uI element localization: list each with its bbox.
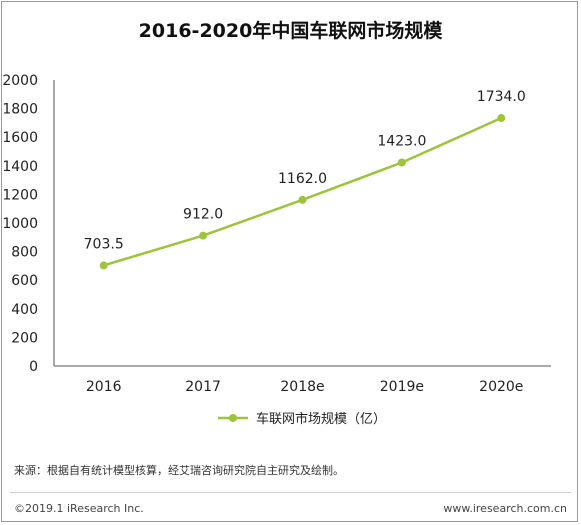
legend-marker xyxy=(229,414,237,422)
data-point xyxy=(497,114,506,123)
data-label: 1162.0 xyxy=(278,171,327,187)
x-tick-label: 2020e xyxy=(479,379,523,395)
footer-divider xyxy=(10,492,571,493)
data-label: 1423.0 xyxy=(377,134,426,150)
y-tick-label: 800 xyxy=(11,245,38,261)
y-tick-label: 2000 xyxy=(2,73,38,89)
series-line xyxy=(103,116,502,267)
x-tick-label: 2016 xyxy=(86,379,122,395)
legend-label: 车联网市场规模（亿） xyxy=(256,411,386,427)
data-point xyxy=(99,261,108,270)
data-point xyxy=(199,231,208,240)
data-label: 1734.0 xyxy=(477,89,526,105)
data-label: 703.5 xyxy=(84,236,124,252)
y-tick-label: 200 xyxy=(11,330,38,346)
data-label: 912.0 xyxy=(183,207,223,223)
source-note: 来源：根据自有统计模型核算，经艾瑞咨询研究院自主研究及绘制。 xyxy=(14,464,344,477)
y-tick-label: 0 xyxy=(29,359,38,375)
website-text: www.iresearch.com.cn xyxy=(443,502,567,515)
y-tick-label: 1800 xyxy=(2,102,38,118)
y-tick-label: 1000 xyxy=(2,216,38,232)
data-point xyxy=(298,195,307,204)
y-tick-label: 1600 xyxy=(2,130,38,146)
x-tick-label: 2019e xyxy=(380,379,424,395)
x-tick-label: 2017 xyxy=(185,379,221,395)
y-tick-label: 600 xyxy=(11,273,38,289)
y-tick-label: 1400 xyxy=(2,159,38,175)
y-tick-label: 1200 xyxy=(2,187,38,203)
x-tick-label: 2018e xyxy=(280,379,324,395)
data-point xyxy=(397,158,406,167)
y-tick-label: 400 xyxy=(11,302,38,318)
copyright-text: ©2019.1 iResearch Inc. xyxy=(14,502,144,515)
chart-title: 2016-2020年中国车联网市场规模 xyxy=(138,20,443,42)
